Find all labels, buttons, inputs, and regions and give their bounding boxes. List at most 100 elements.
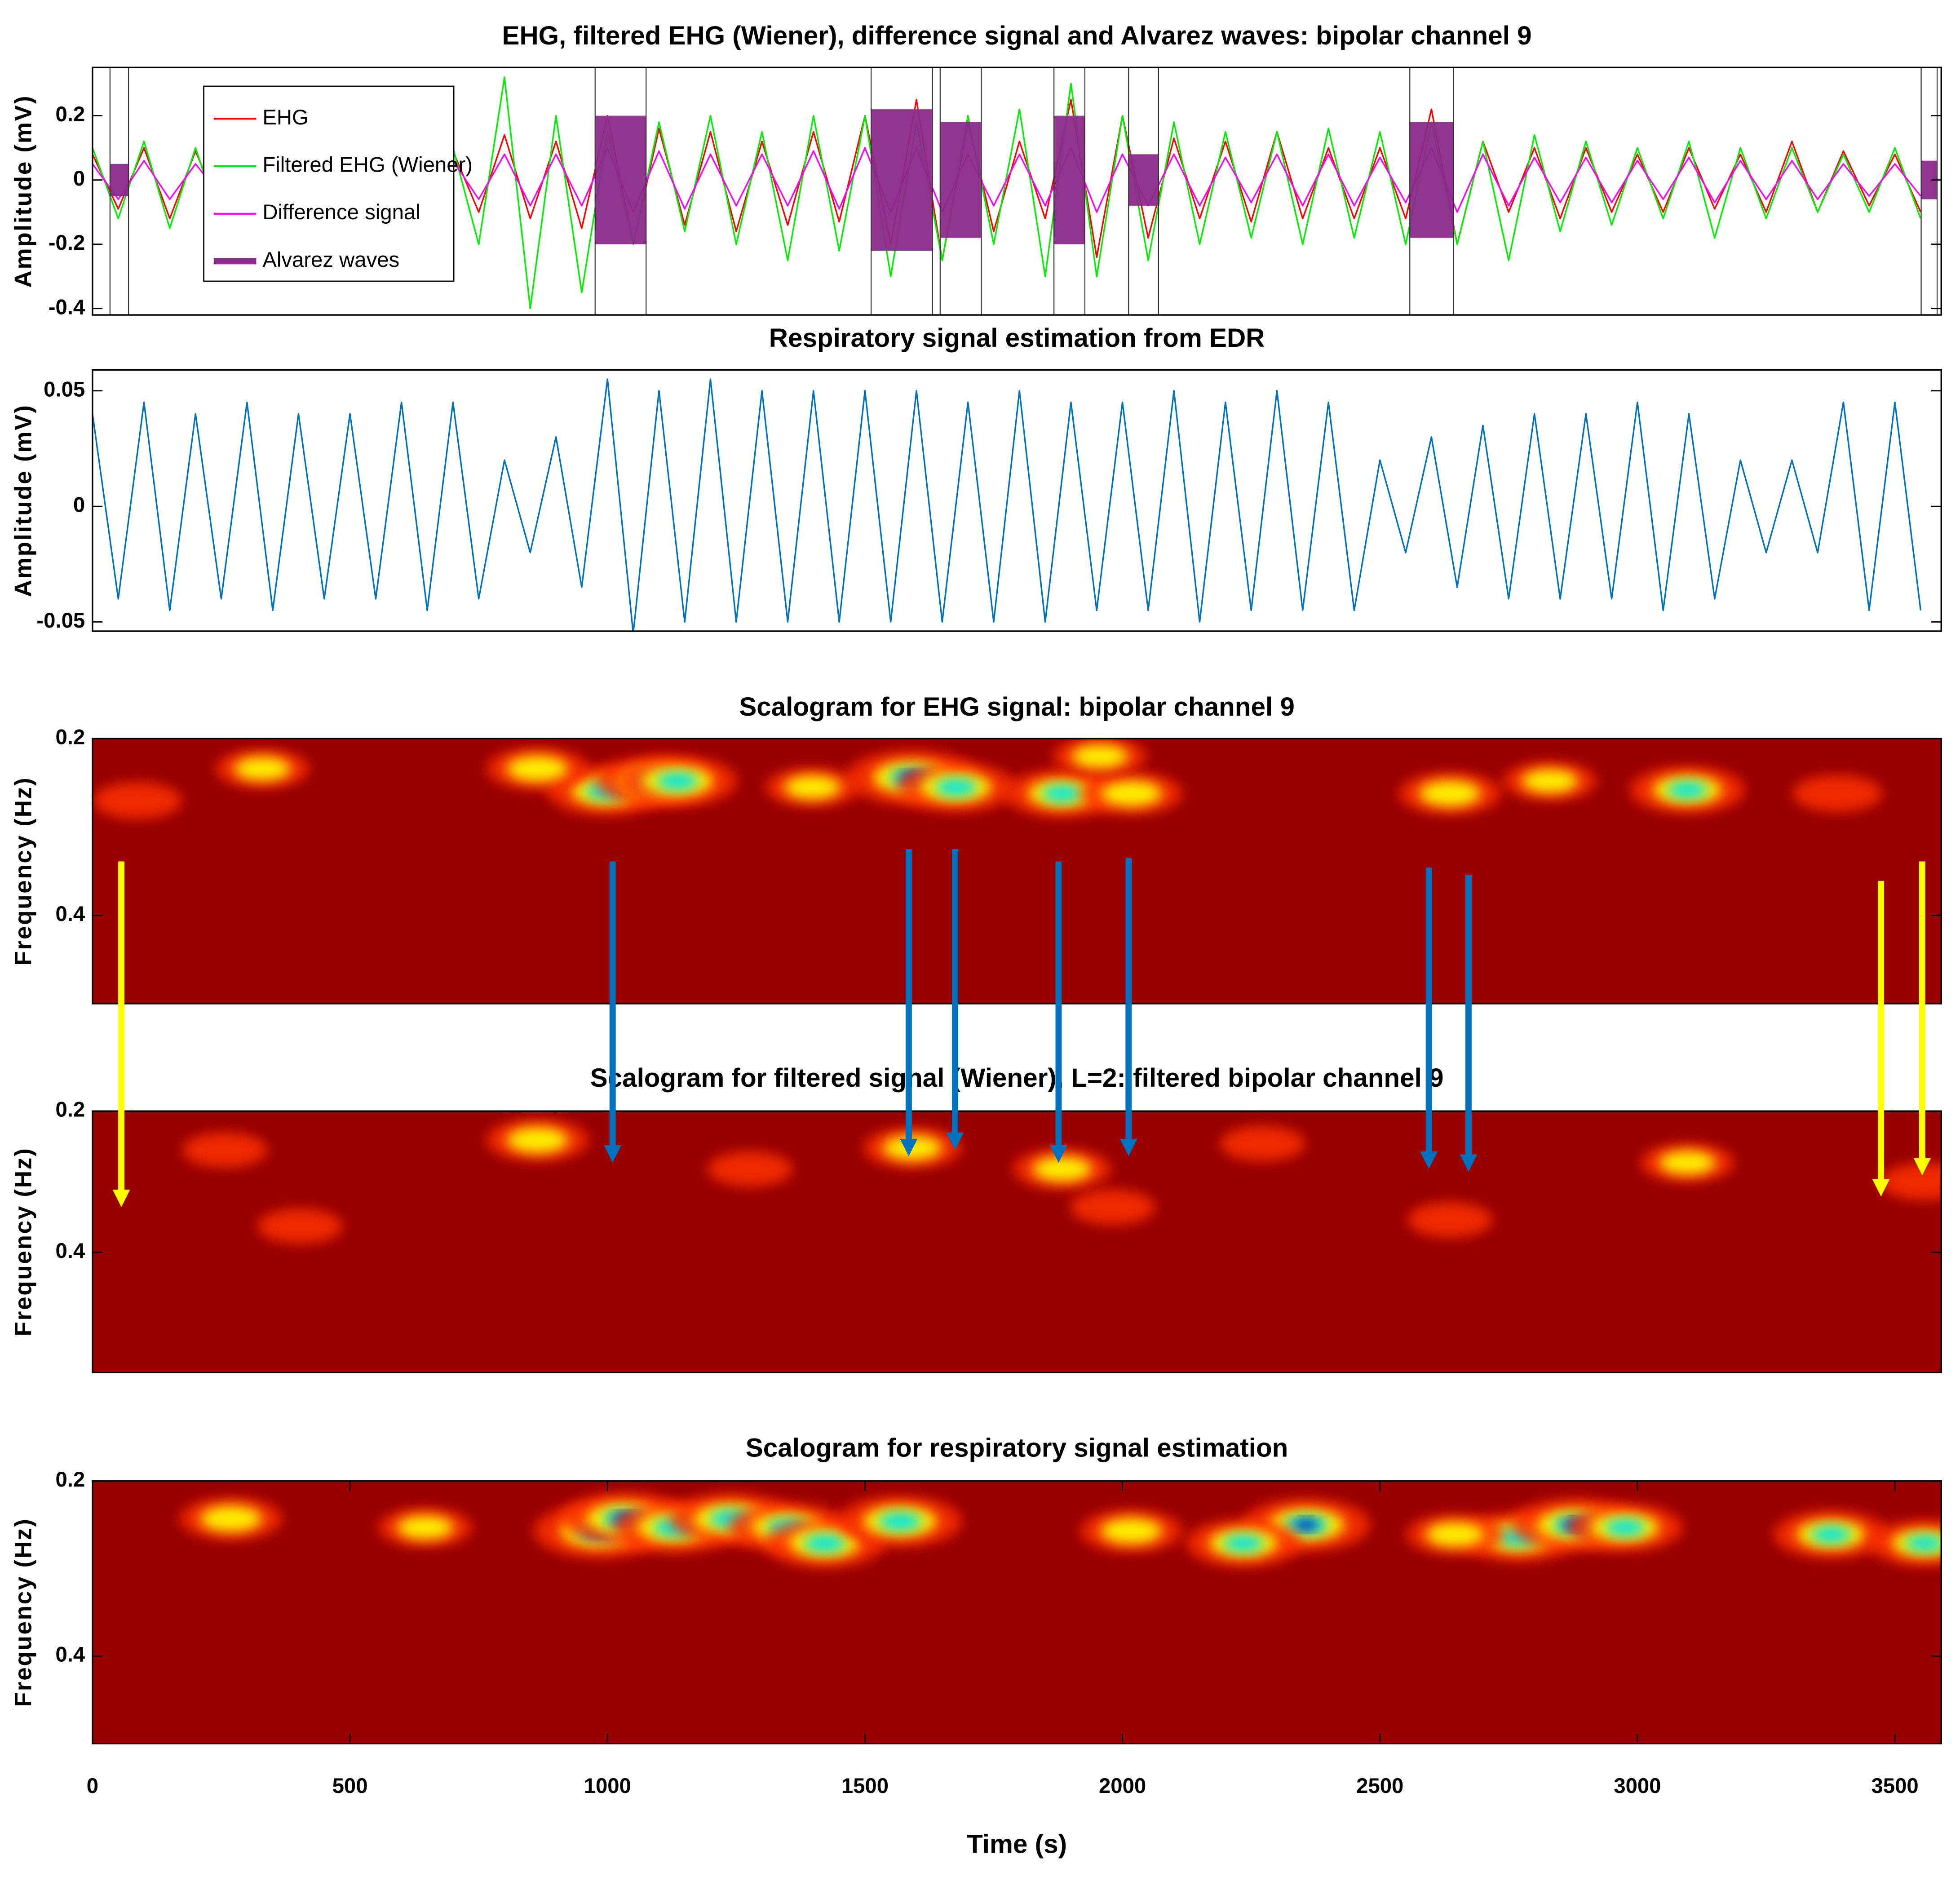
y-tick-label: -0.05: [36, 609, 85, 633]
y-tick-label: -0.4: [49, 295, 85, 319]
scalogram-blob: [200, 1506, 262, 1531]
scalogram-blob: [1425, 1522, 1485, 1547]
y-tick-label: 0.2: [55, 726, 85, 749]
x-tick-label: 2000: [1099, 1774, 1146, 1798]
x-tick-label: 1500: [841, 1774, 889, 1798]
scalogram-blob: [182, 1132, 268, 1168]
scalogram-blob: [1071, 744, 1128, 768]
y-axis-label: Frequency (Hz): [10, 1518, 37, 1707]
panel: Respiratory signal estimation from EDR Am…: [10, 323, 1942, 633]
scalogram-blob: [1667, 781, 1708, 798]
y-axis-label: Frequency (Hz): [10, 1147, 37, 1337]
x-tick-label: 500: [332, 1774, 368, 1798]
arrow-head: [604, 1145, 622, 1163]
y-tick-label: -0.2: [49, 231, 85, 255]
scalogram-blob: [878, 1512, 922, 1531]
scalogram-blob: [1419, 781, 1481, 806]
y-tick-label: 0.2: [55, 102, 85, 126]
plot-area: [92, 378, 1922, 631]
legend-label: Filtered EHG (Wiener): [262, 153, 473, 177]
arrow-head: [1119, 1138, 1137, 1156]
alvarez-wave: [1054, 115, 1085, 244]
scalogram-blob: [1905, 1535, 1942, 1551]
scalogram-blob: [1042, 785, 1083, 802]
scalogram-blob: [1033, 1157, 1092, 1181]
scalogram-blob: [1100, 1518, 1162, 1544]
legend-label: EHG: [262, 106, 308, 129]
axes-frame: [92, 369, 1942, 632]
arrow-head: [1913, 1158, 1931, 1176]
axes-frame: [92, 1480, 1942, 1744]
scalogram-blob: [804, 1534, 846, 1552]
legend: EHG Filtered EHG (Wiener) Difference signa…: [203, 85, 473, 282]
scalogram-blob: [234, 757, 291, 780]
scalogram-blob: [93, 782, 182, 819]
chart-title: Scalogram for respiratory signal estimat…: [746, 1434, 1288, 1463]
legend-label: Alvarez waves: [262, 248, 399, 272]
plot-area: [180, 1492, 1942, 1568]
scalogram-blob: [1295, 1520, 1318, 1530]
arrow-head: [1420, 1151, 1438, 1169]
scalogram-blob: [257, 1208, 343, 1244]
arrow-head: [1872, 1179, 1890, 1197]
y-axis-label: Amplitude (mV): [10, 404, 37, 597]
scalogram-blob: [1220, 1126, 1305, 1161]
alvarez-wave: [110, 164, 129, 196]
scalogram-blob: [1522, 769, 1578, 793]
arrow-head: [112, 1190, 130, 1207]
alvarez-wave: [1410, 122, 1454, 238]
arrow-head: [900, 1138, 918, 1156]
legend-label: Difference signal: [262, 200, 420, 224]
scalogram-blob: [507, 1127, 568, 1153]
scalogram-blob: [784, 775, 841, 799]
y-tick-label: 0.4: [55, 902, 85, 926]
scalogram-blob: [507, 756, 568, 782]
arrows: [112, 849, 1931, 1207]
x-axis-label: Time (s): [967, 1830, 1067, 1859]
y-tick-label: 0.4: [55, 1239, 85, 1263]
scalogram-blob: [1100, 781, 1162, 806]
y-tick-label: 0: [73, 167, 85, 190]
scalogram-blob: [708, 1151, 793, 1187]
plot-background: [92, 1111, 1942, 1372]
x-tick-label: 0: [87, 1774, 98, 1798]
panel: Scalogram for respiratory signal estimat…: [10, 1434, 1942, 1859]
panel: Scalogram for filtered signal (Wiener), …: [10, 1063, 1942, 1373]
y-tick-label: 0.4: [55, 1643, 85, 1667]
arrow-head: [1049, 1145, 1067, 1163]
alvarez-wave: [1128, 154, 1159, 206]
chart-title: Scalogram for filtered signal (Wiener), …: [590, 1063, 1444, 1093]
scalogram-blob: [1792, 775, 1882, 812]
x-tick-label: 3500: [1871, 1774, 1918, 1798]
plot-area: [93, 739, 1882, 819]
alvarez-wave: [595, 115, 646, 244]
alvarez-wave: [940, 122, 982, 238]
scalogram-blob: [1880, 1163, 1942, 1200]
scalogram-blob: [1407, 1202, 1493, 1238]
scalogram-blob: [397, 1516, 453, 1539]
arrow-head: [1460, 1154, 1478, 1172]
x-tick-label: 3000: [1614, 1774, 1661, 1798]
alvarez-wave: [871, 109, 933, 251]
scalogram-blob: [1070, 1190, 1155, 1225]
scalogram-blob: [1659, 1151, 1716, 1174]
axes-frame: [92, 1110, 1942, 1373]
y-tick-label: 0.2: [55, 1468, 85, 1492]
arrow-head: [946, 1132, 964, 1150]
axes-frame: [92, 738, 1942, 1005]
chart-title: EHG, filtered EHG (Wiener), difference s…: [502, 21, 1531, 50]
y-tick-label: 0.05: [44, 377, 85, 401]
y-axis-label: Amplitude (mV): [10, 95, 37, 288]
plot-area: [92, 67, 1938, 315]
axes-frame: [92, 66, 1942, 316]
signal-line: [92, 378, 1922, 631]
panel: Scalogram for EHG signal: bipolar channe…: [10, 692, 1942, 1005]
y-tick-label: 0: [73, 493, 85, 517]
scalogram-blob: [1605, 1519, 1646, 1536]
panel: EHG, filtered EHG (Wiener), difference s…: [10, 21, 1942, 319]
x-tick-label: 2500: [1356, 1774, 1403, 1798]
scalogram-blob: [935, 779, 977, 796]
y-tick-label: 0.2: [55, 1098, 85, 1122]
